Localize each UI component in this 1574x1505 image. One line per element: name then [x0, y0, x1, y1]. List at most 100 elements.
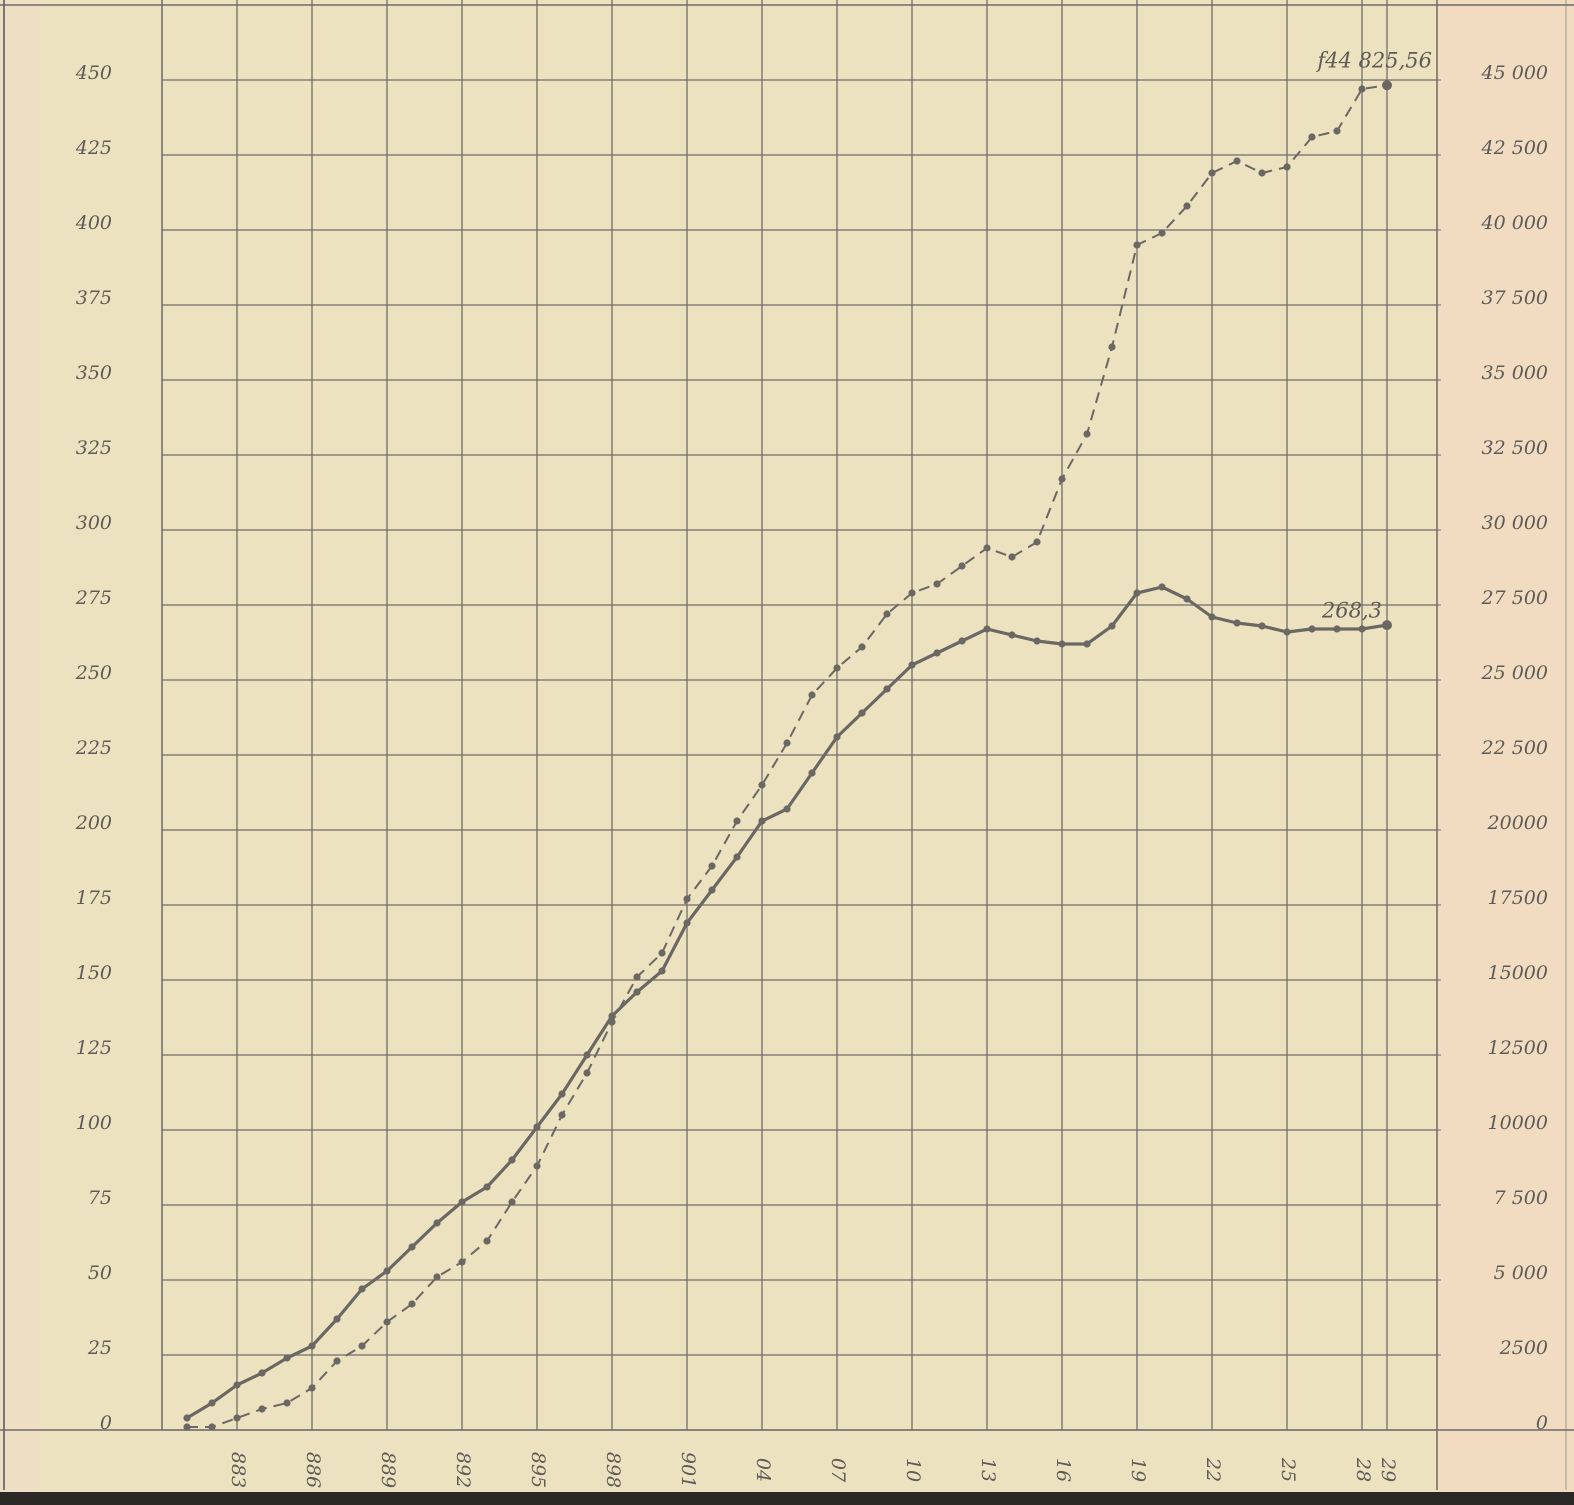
y-tick-label: 400	[75, 212, 112, 234]
data-point	[1208, 613, 1216, 621]
x-tick-label: 886	[302, 1452, 324, 1488]
data-point	[308, 1384, 316, 1392]
data-point	[658, 967, 666, 975]
data-point	[808, 769, 816, 777]
x-tick-label: 29	[1377, 1457, 1399, 1482]
x-tick-label: 25	[1277, 1457, 1299, 1482]
data-point	[258, 1405, 266, 1413]
x-tick-label: 04	[752, 1458, 774, 1482]
y2-tick-label: 12500	[1488, 1037, 1548, 1059]
x-tick-label: 898	[602, 1452, 624, 1488]
data-point	[683, 895, 691, 903]
y-tick-label: 450	[75, 62, 112, 84]
data-point	[533, 1123, 541, 1131]
data-point	[483, 1183, 491, 1191]
y2-tick-label: 0	[1536, 1412, 1548, 1434]
data-point	[808, 691, 816, 699]
data-point	[1133, 241, 1141, 249]
y2-tick-label: 10000	[1488, 1112, 1548, 1134]
data-point	[283, 1399, 291, 1407]
y-tick-label: 175	[76, 887, 112, 909]
data-point	[683, 919, 691, 927]
x-tick-label: 19	[1127, 1458, 1149, 1482]
data-point	[208, 1423, 216, 1431]
data-point	[833, 733, 841, 741]
data-point	[1008, 631, 1016, 639]
data-point	[1033, 637, 1041, 645]
data-point	[983, 625, 991, 633]
data-point	[858, 709, 866, 717]
data-point	[758, 817, 766, 825]
data-point	[183, 1414, 191, 1422]
data-point	[233, 1414, 241, 1422]
x-tick-label: 16	[1052, 1458, 1074, 1482]
data-point	[833, 664, 841, 672]
y-tick-label: 275	[75, 587, 112, 609]
y2-tick-label: 37 500	[1482, 287, 1548, 309]
data-point	[433, 1273, 441, 1281]
y-tick-label: 350	[76, 362, 112, 384]
data-point	[583, 1069, 591, 1077]
data-point	[1033, 538, 1041, 546]
data-point	[1108, 343, 1116, 351]
data-point	[733, 853, 741, 861]
y-tick-label: 225	[75, 737, 112, 759]
data-point	[558, 1111, 566, 1119]
data-point	[1058, 640, 1066, 648]
y-tick-label: 100	[76, 1112, 112, 1134]
data-point	[658, 949, 666, 957]
data-point	[1008, 553, 1016, 561]
y2-tick-label: 42 500	[1481, 137, 1548, 159]
x-tick-label: 901	[677, 1452, 699, 1488]
data-point	[708, 886, 716, 894]
data-point	[408, 1243, 416, 1251]
data-point	[1208, 169, 1216, 177]
data-point	[908, 589, 916, 597]
y2-tick-label: 22 500	[1481, 737, 1548, 759]
y2-tick-label: 15000	[1488, 962, 1548, 984]
data-point	[1158, 583, 1166, 591]
data-point	[1108, 622, 1116, 630]
data-point	[408, 1300, 416, 1308]
y2-tick-label: 7 500	[1494, 1187, 1548, 1209]
data-point	[758, 781, 766, 789]
y-tick-label: 25	[87, 1337, 112, 1359]
data-point	[1308, 625, 1316, 633]
y2-tick-label: 45 000	[1481, 62, 1548, 84]
data-point	[1283, 163, 1291, 171]
data-point	[858, 643, 866, 651]
x-tick-label: 22	[1202, 1457, 1224, 1482]
y2-tick-label: 30 000	[1482, 512, 1548, 534]
x-tick-label: 10	[902, 1458, 924, 1482]
y2-tick-label: 5 000	[1494, 1262, 1548, 1284]
data-point	[508, 1198, 516, 1206]
data-point	[633, 988, 641, 996]
data-point	[558, 1090, 566, 1098]
data-point	[1358, 625, 1366, 633]
data-point	[183, 1423, 191, 1431]
x-tick-label: 883	[227, 1452, 249, 1488]
data-point	[508, 1156, 516, 1164]
y2-tick-label: 40 000	[1481, 212, 1548, 234]
left-margin	[0, 0, 40, 1505]
y-tick-label: 50	[88, 1262, 112, 1284]
data-point	[883, 685, 891, 693]
data-point	[1358, 85, 1366, 93]
y-tick-label: 150	[76, 962, 112, 984]
y-tick-label: 200	[75, 812, 112, 834]
data-point	[1083, 640, 1091, 648]
data-point	[708, 862, 716, 870]
right-margin	[1437, 0, 1574, 1505]
data-point	[333, 1357, 341, 1365]
data-point	[1308, 133, 1316, 141]
data-point	[783, 739, 791, 747]
data-point	[333, 1315, 341, 1323]
data-point	[208, 1399, 216, 1407]
annotation: f44 825,56	[1315, 49, 1432, 73]
x-tick-label: 07	[827, 1458, 849, 1483]
data-point	[533, 1162, 541, 1170]
x-tick-label: 28	[1352, 1457, 1374, 1482]
data-point	[1233, 619, 1241, 627]
y2-tick-label: 2500	[1499, 1337, 1548, 1359]
